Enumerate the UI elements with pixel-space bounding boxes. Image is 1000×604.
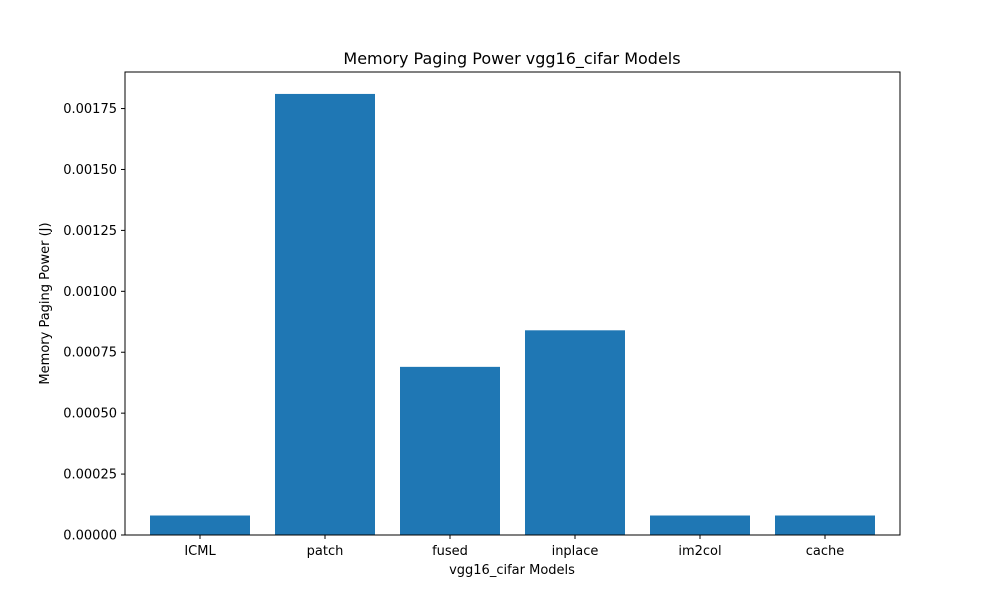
y-tick-label: 0.00125 [63,224,117,239]
x-tick-label: inplace [552,544,599,559]
bars-group [150,93,875,535]
x-tick-label: patch [307,544,344,559]
bar-inplace [525,330,625,535]
x-tick-label: cache [806,544,845,559]
bar-ICML [150,515,250,535]
y-tick-label: 0.00075 [63,346,117,361]
bar-patch [275,93,375,535]
bar-cache [775,515,875,535]
x-tick-label: fused [432,544,468,559]
y-axis-label: Memory Paging Power (J) [38,222,53,384]
x-tick-label: im2col [678,544,721,559]
y-tick-label: 0.00025 [63,468,117,483]
x-tick-label: ICML [184,544,216,559]
x-axis-ticks: ICML patch fused inplace im2col cache [184,535,844,559]
y-tick-label: 0.00000 [63,529,117,544]
y-axis-ticks: 0.00000 0.00025 0.00050 0.00075 0.00100 0.001… [63,102,125,544]
x-axis-label: vgg16_cifar Models [449,563,575,578]
plot-frame [124,71,901,536]
bar-fused [400,366,500,535]
y-tick-label: 0.00175 [63,102,117,117]
y-tick-label: 0.00050 [63,407,117,422]
y-tick-label: 0.00100 [63,285,117,300]
y-tick-label: 0.00150 [63,163,117,178]
bar-im2col [650,515,750,535]
chart-title: Memory Paging Power vgg16_cifar Models [343,49,680,69]
